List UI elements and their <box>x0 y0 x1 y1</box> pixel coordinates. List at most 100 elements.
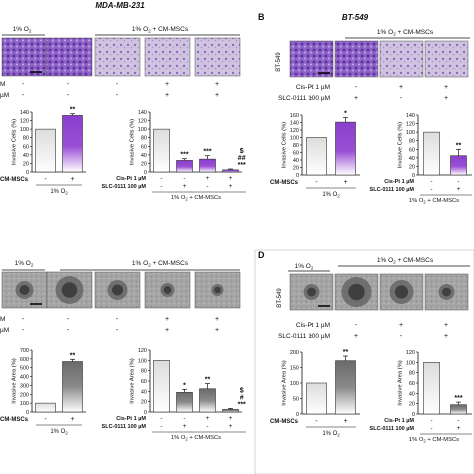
y-tick-label: 20 <box>23 161 29 167</box>
panel-a-treatment-signs: M µM - - - + + - - - + + <box>0 81 219 99</box>
bar <box>176 392 193 413</box>
significance-label: *** <box>238 162 246 169</box>
y-tick-label: 40 <box>409 391 415 397</box>
significance-label: ** <box>456 142 462 149</box>
panel-a-sign-slc-4: + <box>215 92 219 99</box>
x-sign-cis: - <box>430 178 432 185</box>
bar <box>306 137 327 176</box>
panel-c-hypoxia-label: 1% O2 + CM-MSCs <box>132 260 189 268</box>
bar <box>153 360 170 413</box>
panel-c-sign-cis-4: + <box>215 316 219 323</box>
panel-d-sign-slc-1: + <box>354 333 358 340</box>
panel-d-sign-slc-0: - <box>310 333 313 340</box>
x-sign-cis: - <box>457 417 459 424</box>
y-tick-label: 160 <box>290 113 299 119</box>
panel-c-sign-cis-2: - <box>116 316 119 323</box>
x-sign-slc: + <box>183 423 187 430</box>
y-tick-label: 120 <box>20 119 29 125</box>
y-tick-label: 600 <box>20 357 29 363</box>
y-tick-label: 120 <box>138 348 147 354</box>
x-group-label: 1% O2 + CM-MSCs <box>409 198 459 205</box>
x-group-label: 1% O2 + CM-MSCs <box>409 437 459 444</box>
significance-label: ** <box>70 352 76 359</box>
x-sign-cis: - <box>160 175 162 182</box>
significance-label: *** <box>454 395 462 402</box>
y-tick-label: 0 <box>412 412 415 418</box>
panel-a-sign-cis-2: - <box>116 81 119 88</box>
panel-a-micrograph-2 <box>94 37 141 77</box>
bar <box>35 128 56 173</box>
panel-c-micrographs <box>1 271 241 309</box>
panel-b-sign-slc-1: + <box>354 95 358 102</box>
panel-d-sign-cis-3: + <box>444 322 448 329</box>
panel-d-row-cis: Cis-Pt 1 µM <box>296 322 330 329</box>
x-row-label-cm: CM-MSCs <box>270 419 299 425</box>
bar <box>222 169 239 173</box>
x-sign-cis: + <box>206 175 210 182</box>
y-tick-label: 120 <box>290 128 299 134</box>
panel-c-sign-slc-2: - <box>116 327 119 334</box>
panel-b-row-slc: SLC-0111 100 µM <box>278 95 330 102</box>
panel-b-sign-slc-2: - <box>400 95 403 102</box>
panel-b-sign-slc-0: - <box>310 95 313 102</box>
y-tick-label: 40 <box>141 153 147 159</box>
bar <box>423 362 440 415</box>
x-sign-cis: - <box>430 417 432 424</box>
y-tick-label: 0 <box>296 173 299 179</box>
x-sign-cis: - <box>457 178 459 185</box>
y-tick-label: 60 <box>23 144 29 150</box>
panel-b-sign-cis-2: + <box>399 84 403 91</box>
y-tick-label: 0 <box>26 410 29 416</box>
significance-label: *** <box>203 149 211 156</box>
bar <box>423 131 440 176</box>
panel-c-sign-cis-0: - <box>22 316 25 323</box>
panel-d-sign-cis-2: + <box>399 322 403 329</box>
panel-c-sign-slc-4: + <box>215 327 219 334</box>
bar <box>335 121 356 176</box>
panel-a-sign-cis-4: + <box>215 81 219 88</box>
panel-d-normoxia-label: 1% O2 <box>295 263 314 271</box>
panel-c-sign-slc-1: - <box>67 327 70 334</box>
x-sign-cis: + <box>229 415 233 422</box>
panel-d-sign-slc-2: - <box>400 333 403 340</box>
panel-a-micrographs <box>1 37 241 77</box>
panel-a-normoxia-label: 1% O2 <box>13 26 32 34</box>
panel-b-treatment-signs: Cis-Pt 1 µM SLC-0111 100 µM - - + + - + - + <box>278 84 448 102</box>
panel-d-treatment-signs: Cis-Pt 1 µM SLC-0111 100 µM - - + + - + - + <box>278 322 448 340</box>
y-axis-label: Invasive Area (%) <box>281 360 287 405</box>
x-row-label-cis: Cis-Pt 1 µM <box>116 176 146 182</box>
x-sign-slc: - <box>160 183 162 190</box>
panel-a-cell-line: MDA-MB-231 <box>95 1 145 10</box>
y-tick-label: 40 <box>141 389 147 395</box>
panel-a-sign-cis-0: - <box>22 81 25 88</box>
bar <box>176 160 193 173</box>
y-tick-label: 0 <box>26 170 29 176</box>
x-sign: - <box>315 179 318 186</box>
y-tick-label: 20 <box>293 166 299 172</box>
panel-d-sign-cis-0: - <box>310 322 313 329</box>
significance-label: ** <box>343 349 349 356</box>
panel-a-sign-slc-2: - <box>116 92 119 99</box>
x-row-label-slc: SLC-0111 100 µM <box>102 184 147 190</box>
panel-d-hypoxia-label: 1% O2 + CM-MSCs <box>377 257 434 265</box>
panel-b-micrograph-4 <box>424 40 469 78</box>
x-sign-slc: + <box>229 423 233 430</box>
x-row-label-cis: Cis-Pt 1 µM <box>116 416 146 422</box>
panel-b-micrograph-2 <box>334 40 379 78</box>
panel-b-micrograph-1 <box>289 40 334 78</box>
panel-a-hypoxia-label: 1% O2 + CM-MSCs <box>132 26 189 34</box>
x-group-label: 1% O2 + CM-MSCs <box>171 435 221 442</box>
y-tick-label: 150 <box>290 366 299 372</box>
y-axis-label: Invasive Area (%) <box>11 358 17 403</box>
y-tick-label: 40 <box>293 158 299 164</box>
y-tick-label: 20 <box>409 402 415 408</box>
y-tick-label: 500 <box>20 366 29 372</box>
x-row-label-slc: SLC-0111 100 µM <box>370 187 415 193</box>
y-axis-label: Invasive Cells (%) <box>281 122 287 168</box>
y-tick-label: 400 <box>20 375 29 381</box>
significance-label: ## <box>238 155 246 162</box>
panel-d-letter: D <box>258 250 265 260</box>
y-tick-label: 100 <box>138 358 147 364</box>
